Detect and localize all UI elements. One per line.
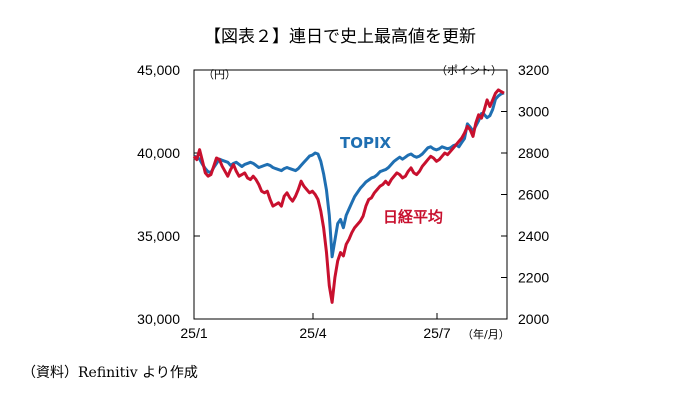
right-axis: 2000 2200 2400 2600 2800 3000 3200 xyxy=(501,62,549,327)
x-tick-label: 25/4 xyxy=(299,325,326,341)
x-axis: 25/1 25/4 25/7 xyxy=(180,313,451,341)
left-tick-label: 40,000 xyxy=(137,145,180,161)
right-tick-label: 2600 xyxy=(518,187,549,203)
series-label-nikkei: 日経平均 xyxy=(383,208,443,226)
left-tick-label: 45,000 xyxy=(137,62,180,78)
series-line-topix xyxy=(193,91,505,259)
right-tick-label: 2400 xyxy=(518,228,549,244)
right-tick-label: 2000 xyxy=(518,311,549,327)
chart-title: 【図表２】連日で史上最高値を更新 xyxy=(204,27,476,47)
right-axis-unit: （ポイント） xyxy=(436,64,502,77)
series-line-nikkei xyxy=(192,88,505,304)
source-note: （資料）Refinitiv より作成 xyxy=(22,365,198,381)
right-tick-label: 3000 xyxy=(518,104,549,120)
right-tick-label: 3200 xyxy=(518,62,549,78)
right-tick-label: 2800 xyxy=(518,145,549,161)
left-axis: 30,000 35,000 40,000 45,000 xyxy=(137,62,200,327)
left-tick-label: 35,000 xyxy=(137,228,180,244)
left-tick-label: 30,000 xyxy=(137,311,180,327)
right-tick-label: 2200 xyxy=(518,270,549,286)
series-label-topix: TOPIX xyxy=(340,134,392,152)
left-axis-unit: （円） xyxy=(203,68,236,81)
x-tick-label: 25/7 xyxy=(423,325,450,341)
x-axis-unit: （年/月） xyxy=(462,327,510,341)
x-tick-label: 25/1 xyxy=(180,325,207,341)
series-lines xyxy=(192,88,505,304)
plot-frame xyxy=(193,69,508,320)
